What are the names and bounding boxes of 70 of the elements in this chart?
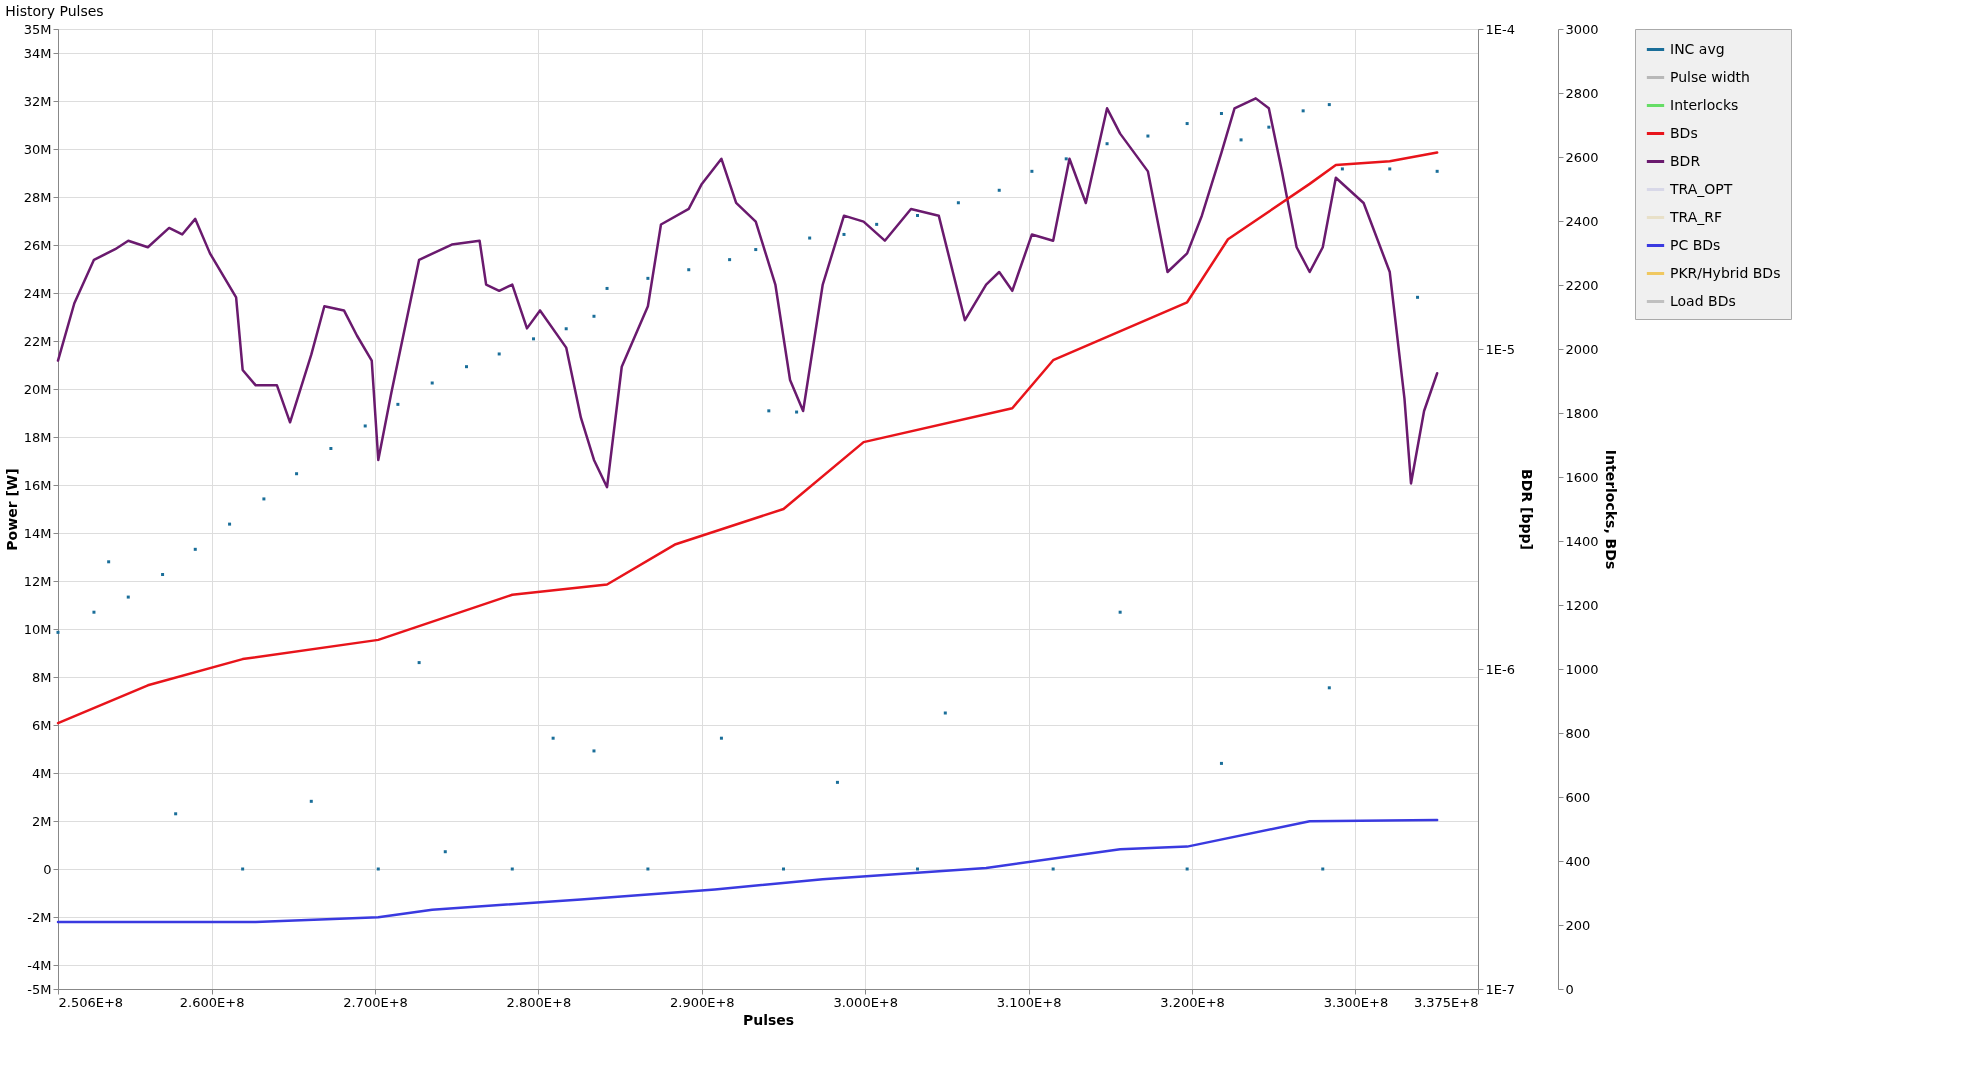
x-tick-label: 2.600E+8 [179, 994, 245, 1010]
y-tick-label: 22M [23, 333, 52, 349]
chart-title: History Pulses [5, 3, 104, 19]
y-tick-label: 10M [23, 621, 52, 637]
y3-tick-label: 2800 [1565, 85, 1599, 101]
y3-tick-label: 0 [1565, 981, 1574, 997]
y-axis-title: Power [W] [3, 468, 20, 551]
x-tick-label: 3.000E+8 [833, 994, 899, 1010]
y3-tick-label: 400 [1565, 853, 1591, 869]
y-tick-label: 24M [23, 285, 52, 301]
y-tick-label: 26M [23, 237, 52, 253]
y3-tick-label: 1400 [1565, 533, 1599, 549]
y3-tick-label: 2400 [1565, 213, 1599, 229]
y3-tick-label: 1800 [1565, 405, 1599, 421]
y-tick-label: 4M [32, 765, 52, 781]
legend-label: BDR [1670, 152, 1701, 169]
y-tick-label: 6M [32, 717, 52, 733]
y3-tick-label: 1000 [1565, 661, 1599, 677]
y-tick-label: -4M [27, 957, 52, 973]
x-tick-label: 2.800E+8 [506, 994, 572, 1010]
y-tick-label: 32M [23, 93, 52, 109]
legend-label: TRA_RF [1669, 208, 1723, 225]
legend-label: TRA_OPT [1669, 180, 1733, 197]
y-tick-label: 12M [23, 573, 52, 589]
y3-tick-label: 2600 [1565, 149, 1599, 165]
x-tick-label: 2.700E+8 [343, 994, 408, 1010]
y3-tick-label: 1600 [1565, 469, 1599, 485]
y3-tick-label: 600 [1565, 789, 1591, 805]
x-tick-label: 3.375E+8 [1413, 994, 1479, 1010]
legend-label: PKR/Hybrid BDs [1670, 264, 1781, 281]
x-tick-label: 2.506E+8 [58, 994, 124, 1010]
x-tick-label: 3.200E+8 [1160, 994, 1225, 1010]
y-tick-label: 2M [32, 813, 52, 829]
legend-label: Pulse width [1670, 68, 1750, 85]
x-tick-label: 3.100E+8 [996, 994, 1062, 1010]
y-tick-label: 8M [32, 669, 52, 685]
line-series [56, 151, 1439, 725]
y-tick-label: 16M [23, 477, 52, 493]
line-series [56, 818, 1439, 924]
y-tick-label: 0 [43, 861, 52, 877]
y3-tick-label: 200 [1565, 917, 1591, 933]
y-tick-label: 34M [23, 45, 52, 61]
legend-label: Interlocks [1670, 96, 1739, 113]
legend-label: INC avg [1670, 40, 1725, 57]
y-tick-label: 28M [23, 189, 52, 205]
y2-axis-title: BDR [bpp] [1518, 469, 1535, 550]
legend-label: PC BDs [1670, 236, 1721, 253]
y2-tick-label: 1E-4 [1485, 21, 1515, 37]
y-tick-label: 14M [23, 525, 52, 541]
y-tick-label: 30M [23, 141, 52, 157]
x-axis-title: Pulses [742, 1011, 795, 1028]
x-tick-label: 2.900E+8 [670, 994, 735, 1010]
y3-axis-title: Interlocks, BDs [1602, 449, 1619, 570]
y-tick-label: -5M [27, 981, 52, 997]
legend-label: Load BDs [1670, 292, 1736, 309]
y2-tick-label: 1E-7 [1485, 981, 1515, 997]
y-tick-label: 20M [23, 381, 52, 397]
x-tick-label: 3.300E+8 [1323, 994, 1389, 1010]
y3-tick-label: 1200 [1565, 597, 1599, 613]
y3-tick-label: 2200 [1565, 277, 1599, 293]
y-tick-label: 35M [23, 21, 52, 37]
y2-tick-label: 1E-5 [1485, 341, 1515, 357]
y3-tick-label: 800 [1565, 725, 1591, 741]
y2-tick-label: 1E-6 [1485, 661, 1515, 677]
y3-tick-label: 3000 [1565, 21, 1599, 37]
legend-label: BDs [1670, 124, 1698, 141]
y-tick-label: 18M [23, 429, 52, 445]
y-tick-label: -2M [27, 909, 52, 925]
line-series [56, 97, 1439, 489]
y3-tick-label: 2000 [1565, 341, 1599, 357]
